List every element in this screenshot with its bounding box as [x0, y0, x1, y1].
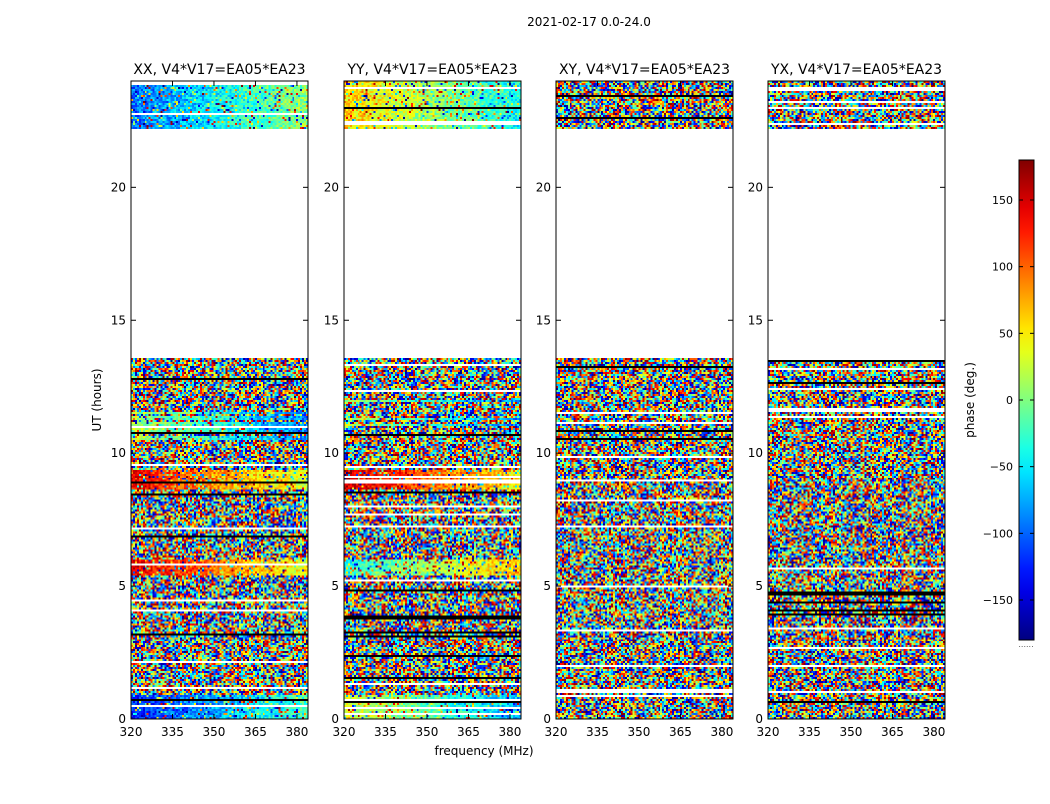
x-tick-label: 380	[285, 725, 308, 739]
x-tick-label: 365	[244, 725, 267, 739]
y-tick-label: 0	[331, 712, 339, 726]
heatmap-image	[768, 81, 945, 719]
y-tick-label: 20	[536, 180, 551, 194]
colorbar-tick-label: 0	[1006, 394, 1013, 407]
y-tick-label: 0	[118, 712, 126, 726]
y-tick-label: 0	[543, 712, 551, 726]
x-tick-label: 350	[628, 725, 651, 739]
y-tick-label: 15	[748, 313, 763, 327]
y-axis-label: UT (hours)	[90, 368, 104, 431]
x-tick-label: 335	[374, 725, 397, 739]
colorbar-tick-label: 150	[992, 194, 1013, 207]
heatmap-image	[556, 81, 733, 719]
x-tick-label: 335	[161, 725, 184, 739]
colorbar-tick-label: 100	[992, 261, 1013, 274]
x-tick-label: 380	[922, 725, 945, 739]
y-tick-label: 10	[748, 446, 763, 460]
panel-title: YY, V4*V17=EA05*EA23	[346, 62, 517, 78]
x-tick-label: 365	[457, 725, 480, 739]
panel-xx: XX, V4*V17=EA05*EA23 320 335 350 365 380 0 5 10 1…	[111, 62, 309, 739]
y-tick-label: 5	[755, 579, 763, 593]
y-tick-label: 15	[324, 313, 339, 327]
y-tick-label: 5	[543, 579, 551, 593]
panel-frame	[767, 80, 946, 720]
x-tick-label: 335	[586, 725, 609, 739]
colorbar-underflow-label: ......	[1018, 640, 1033, 649]
colorbar-tick-label: −150	[983, 594, 1013, 607]
panel-title: XX, V4*V17=EA05*EA23	[133, 62, 305, 78]
y-tick-label: 20	[111, 180, 126, 194]
colorbar-label: phase (deg.)	[963, 362, 977, 438]
colorbar: 150 100 50 0 −50 −100 −150...... phase (deg.)	[963, 159, 1035, 649]
y-tick-label: 5	[331, 579, 339, 593]
x-tick-label: 380	[498, 725, 521, 739]
y-tick-label: 20	[748, 180, 763, 194]
figure-title: 2021-02-17 0.0-24.0	[527, 15, 651, 29]
x-tick-label: 320	[757, 725, 780, 739]
y-tick-label: 10	[536, 446, 551, 460]
x-tick-label: 365	[881, 725, 904, 739]
panel-yy: YY, V4*V17=EA05*EA23 320 335 350 365 380 0 5 10 1…	[324, 62, 522, 739]
x-tick-label: 350	[203, 725, 226, 739]
colorbar-tick-label: −100	[983, 527, 1013, 540]
panel-frame	[555, 80, 734, 720]
x-tick-label: 350	[840, 725, 863, 739]
x-tick-label: 365	[669, 725, 692, 739]
panel-frame	[343, 80, 522, 720]
y-tick-label: 15	[536, 313, 551, 327]
colorbar-tick-label: −50	[990, 461, 1013, 474]
panel-frame	[130, 80, 309, 720]
x-tick-label: 320	[545, 725, 568, 739]
y-tick-label: 5	[118, 579, 126, 593]
heatmap-image	[131, 81, 308, 719]
x-tick-label: 320	[333, 725, 356, 739]
x-axis-label: frequency (MHz)	[434, 744, 533, 758]
x-tick-label: 350	[416, 725, 439, 739]
heatmap-image	[344, 81, 521, 719]
panel-title: YX, V4*V17=EA05*EA23	[770, 62, 942, 78]
y-tick-label: 10	[324, 446, 339, 460]
y-tick-label: 15	[111, 313, 126, 327]
colorbar-tick-label: 50	[999, 327, 1013, 340]
y-tick-label: 0	[755, 712, 763, 726]
panel-yx: YX, V4*V17=EA05*EA23 320 335 350 365 380 0 5 10 1…	[748, 62, 946, 739]
x-tick-label: 320	[120, 725, 143, 739]
x-tick-label: 380	[710, 725, 733, 739]
x-tick-label: 335	[798, 725, 821, 739]
y-tick-label: 10	[111, 446, 126, 460]
y-tick-label: 20	[324, 180, 339, 194]
panel-xy: XY, V4*V17=EA05*EA23 320 335 350 365 380 0 5 10 1…	[536, 62, 734, 739]
panel-title: XY, V4*V17=EA05*EA23	[559, 62, 730, 78]
